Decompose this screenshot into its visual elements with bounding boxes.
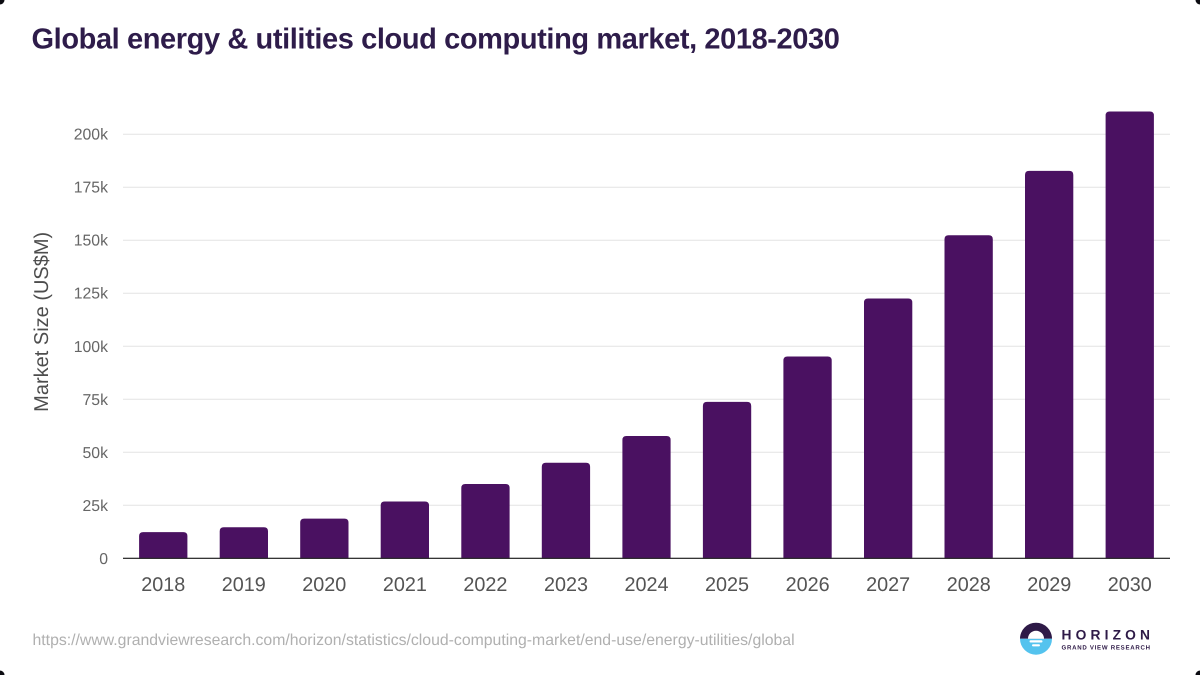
svg-text:2018: 2018 [141,574,185,596]
svg-text:2027: 2027 [866,574,910,596]
svg-text:25k: 25k [83,498,109,515]
svg-text:2026: 2026 [786,574,830,596]
svg-text:2024: 2024 [624,574,668,596]
svg-text:2030: 2030 [1108,574,1152,596]
svg-text:200k: 200k [74,127,108,144]
svg-text:2023: 2023 [544,574,588,596]
svg-text:Market Size (US$M): Market Size (US$M) [31,232,53,412]
svg-text:50k: 50k [83,445,109,462]
svg-text:2028: 2028 [947,574,991,596]
svg-text:100k: 100k [74,339,108,356]
svg-text:2022: 2022 [463,574,507,596]
svg-text:150k: 150k [74,233,108,250]
svg-text:2029: 2029 [1027,574,1071,596]
svg-text:2020: 2020 [302,574,346,596]
svg-text:https://www.grandviewresearch.: https://www.grandviewresearch.com/horizo… [33,632,795,649]
svg-text:175k: 175k [74,180,108,197]
svg-text:2025: 2025 [705,574,749,596]
svg-text:HORIZON: HORIZON [1062,627,1151,642]
svg-text:0: 0 [99,551,108,568]
svg-text:Global energy & utilities clou: Global energy & utilities cloud computin… [32,24,840,56]
svg-text:2021: 2021 [383,574,427,596]
svg-text:GRAND VIEW RESEARCH: GRAND VIEW RESEARCH [1062,645,1151,652]
svg-text:125k: 125k [74,286,108,303]
svg-text:2019: 2019 [222,574,266,596]
svg-text:75k: 75k [83,392,109,409]
